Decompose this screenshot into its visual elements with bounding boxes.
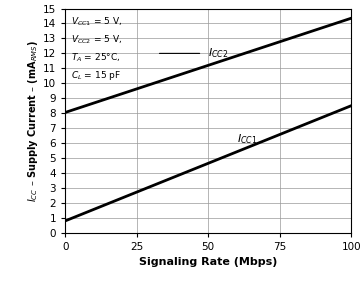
Y-axis label: $I_{CC}$ – Supply Current – (mA$_{RMS}$): $I_{CC}$ – Supply Current – (mA$_{RMS}$) [26, 40, 40, 202]
Text: $I_{CC1}$: $I_{CC1}$ [237, 132, 257, 145]
X-axis label: Signaling Rate (Mbps): Signaling Rate (Mbps) [139, 258, 277, 268]
Text: $V_{CC1}$ = 5 V,
$V_{CC2}$ = 5 V,
$T_A$ = 25°C,
$C_L$ = 15 pF: $V_{CC1}$ = 5 V, $V_{CC2}$ = 5 V, $T_A$ … [71, 15, 122, 82]
Text: $I_{CC2}$: $I_{CC2}$ [208, 47, 228, 60]
